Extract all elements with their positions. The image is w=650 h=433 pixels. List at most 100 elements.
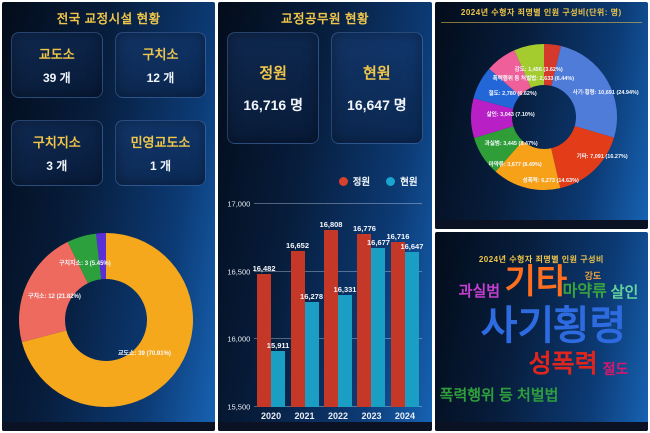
facilities-column: 전국 교정시설 현황 교도소 39 개 구치소 12 개 구치지소 3 개 민영… bbox=[2, 2, 216, 431]
card-private-prison-value: 1 개 bbox=[149, 159, 172, 173]
card-current-value: 16,647 명 bbox=[347, 96, 407, 113]
bar-현원-2020: 15,911 bbox=[267, 341, 289, 407]
facilities-bottom-strip bbox=[2, 422, 216, 431]
legend-dot-authorized bbox=[338, 176, 348, 186]
bar-value-label: 16,808 bbox=[319, 219, 343, 229]
legend-label-current: 현원 bbox=[400, 177, 418, 188]
crimes-pie-panel: 2024년 수형자 죄명별 인원 구성비(단위: 명) 강도: 1,456 (3… bbox=[434, 2, 648, 229]
facilities-cards: 교도소 39 개 구치소 12 개 구치지소 3 개 민영교도소 1 개 bbox=[11, 32, 207, 186]
pie-slice-살인 bbox=[473, 68, 520, 109]
card-current-label: 현원 bbox=[363, 64, 391, 82]
officers-cards: 정원 16,716 명 현원 16,647 명 bbox=[227, 32, 423, 144]
card-detention: 구치소 12 개 bbox=[114, 32, 207, 98]
crimes-cloud-bottom-strip bbox=[434, 422, 648, 431]
card-authorized-value: 16,716 명 bbox=[243, 96, 303, 113]
bar-chart-legend: 정원 현원 bbox=[338, 174, 418, 188]
pie-slice-label: 마약류: 3,677 (8.49%) bbox=[488, 162, 542, 168]
pie-slice-label: 절도: 2,780 (6.62%) bbox=[488, 91, 537, 97]
card-prison-label: 교도소 bbox=[38, 47, 75, 62]
bar-정원-2023: 16,776 bbox=[353, 224, 376, 407]
y-axis-tick: 17,000 bbox=[227, 199, 251, 209]
card-detention-value: 12 개 bbox=[146, 71, 175, 85]
facilities-panel: 전국 교정시설 현황 교도소 39 개 구치소 12 개 구치지소 3 개 민영… bbox=[2, 2, 216, 431]
pie-slice-과실범 bbox=[470, 98, 514, 138]
bar-group-2022: 16,808 16,331 bbox=[320, 204, 357, 407]
card-private-prison-label: 민영교도소 bbox=[130, 135, 191, 150]
officers-column: 교정공무원 현황 정원 16,716 명 현원 16,647 명 정원 bbox=[218, 2, 432, 431]
bar-정원-2024: 16,716 bbox=[386, 232, 409, 407]
bar-value-label: 16,331 bbox=[333, 284, 357, 294]
card-prison: 교도소 39 개 bbox=[11, 32, 103, 98]
pie-slice-label: 살인: 3,043 (7.10%) bbox=[486, 112, 535, 118]
card-branch-detention-value: 3 개 bbox=[46, 159, 68, 173]
crimes-pie-chart: 강도: 1,456 (3.62%) 폭력행위 등 처벌법: 2,633 (6.44… bbox=[435, 2, 648, 229]
officers-panel: 교정공무원 현황 정원 16,716 명 현원 16,647 명 정원 bbox=[218, 2, 432, 431]
card-authorized-label: 정원 bbox=[259, 64, 287, 82]
card-branch-detention-label: 구치지소 bbox=[32, 135, 81, 150]
crimes-pie-title: 2024년 수형자 죄명별 인원 구성비(단위: 명) bbox=[440, 7, 642, 23]
pie-svg bbox=[470, 44, 617, 190]
pie-slice-교도소 bbox=[21, 233, 193, 407]
card-authorized: 정원 16,716 명 bbox=[227, 32, 319, 144]
x-axis: 2020 2021 2022 2023 2024 bbox=[254, 407, 421, 425]
cloud-word-과실범: 과실범 bbox=[458, 283, 501, 300]
y-axis-tick: 16,000 bbox=[227, 334, 251, 344]
y-axis-tick: 16,500 bbox=[227, 267, 251, 277]
y-axis-tick: 15,500 bbox=[227, 402, 251, 412]
bar-value-label: 16,482 bbox=[252, 264, 276, 274]
bar-정원-2021: 16,652 bbox=[286, 241, 309, 407]
x-axis-label-2022: 2022 bbox=[327, 411, 349, 421]
pie-slice-민영교도소 bbox=[96, 233, 106, 280]
facilities-title: 전국 교정시설 현황 bbox=[56, 12, 161, 26]
cloud-word-기타: 기타 bbox=[504, 263, 568, 301]
bar-value-label: 16,278 bbox=[300, 291, 324, 301]
crimes-cloud-title: 2024년 수형자 죄명별 인원 구성비 bbox=[478, 255, 604, 264]
card-private-prison: 민영교도소 1 개 bbox=[114, 120, 207, 186]
card-current: 현원 16,647 명 bbox=[331, 32, 423, 144]
bar-group-2020: 16,482 15,911 bbox=[252, 204, 289, 407]
bars-row: 16,482 15,911 16,652 16,278 16,808 16,331 16,7… bbox=[252, 204, 423, 407]
x-axis-label-2020: 2020 bbox=[261, 411, 282, 421]
card-prison-value: 39 개 bbox=[42, 71, 71, 85]
cloud-word-횡령: 횡령 bbox=[552, 304, 627, 348]
x-axis-label-2021: 2021 bbox=[294, 411, 315, 421]
crimes-column: 2024년 수형자 죄명별 인원 구성비(단위: 명) 강도: 1,456 (3… bbox=[434, 2, 648, 431]
legend-item-authorized: 정원 bbox=[338, 174, 371, 188]
pie-svg bbox=[19, 233, 193, 407]
cloud-word-살인: 살인 bbox=[610, 284, 639, 301]
pie-slice-label: 사기·횡령: 10,691 (24.94%) bbox=[572, 90, 639, 96]
card-detention-label: 구치소 bbox=[142, 47, 179, 62]
bar-현원-2024: 16,647 bbox=[400, 242, 423, 407]
pie-slice-label: 구치소: 12 (21.82%) bbox=[28, 294, 81, 300]
crimes-cloud-panel: 2024년 수형자 죄명별 인원 구성비 과실범 기타 강도 마약류 살인 사기 횡령 성폭력… bbox=[434, 232, 648, 431]
bar-현원-2023: 16,677 bbox=[367, 238, 390, 407]
pie-slice-마약류 bbox=[473, 126, 523, 172]
pie-slice-label: 강도: 1,456 (3.62%) bbox=[514, 67, 563, 73]
cloud-word-절도: 절도 bbox=[602, 361, 629, 377]
crimes-word-cloud: 과실범 기타 강도 마약류 살인 사기 횡령 성폭력 절도 폭력행위 등 처벌법 bbox=[435, 232, 648, 431]
bar-group-2021: 16,652 16,278 bbox=[286, 204, 324, 407]
cloud-word-폭력행위 등 처벌법: 폭력행위 등 처벌법 bbox=[439, 387, 559, 404]
pie-slice-폭력행위 등 처벌법 bbox=[513, 44, 544, 88]
pie-slice-구치지소 bbox=[67, 233, 102, 284]
bar-value-label: 16,647 bbox=[400, 241, 424, 251]
pie-slice-사기·횡령 bbox=[551, 46, 617, 138]
pie-slice-label: 과실범: 3,445 (8.47%) bbox=[484, 141, 538, 147]
bar-value-label: 16,677 bbox=[366, 237, 390, 247]
cloud-word-강도: 강도 bbox=[584, 271, 602, 281]
crimes-pie-bottom-strip bbox=[434, 220, 648, 229]
x-axis-label-2024: 2024 bbox=[394, 411, 415, 421]
pie-slice-label: 교도소: 39 (70.91%) bbox=[118, 351, 171, 357]
pie-slice-성폭력 bbox=[495, 140, 560, 190]
pie-slice-label: 성폭력: 6,273 (14.63%) bbox=[522, 178, 579, 184]
officers-title: 교정공무원 현황 bbox=[281, 12, 369, 26]
legend-label-authorized: 정원 bbox=[352, 177, 371, 188]
pie-slice-label: 기타: 7,091 (16.27%) bbox=[576, 154, 628, 160]
bar-정원-2022: 16,808 bbox=[320, 220, 342, 407]
pie-slice-label: 구치지소: 3 (5.45%) bbox=[59, 261, 111, 267]
bar-value-label: 16,776 bbox=[352, 224, 376, 234]
card-branch-detention: 구치지소 3 개 bbox=[11, 120, 103, 186]
bar-value-label: 16,716 bbox=[386, 232, 410, 242]
cloud-word-성폭력: 성폭력 bbox=[528, 350, 598, 378]
